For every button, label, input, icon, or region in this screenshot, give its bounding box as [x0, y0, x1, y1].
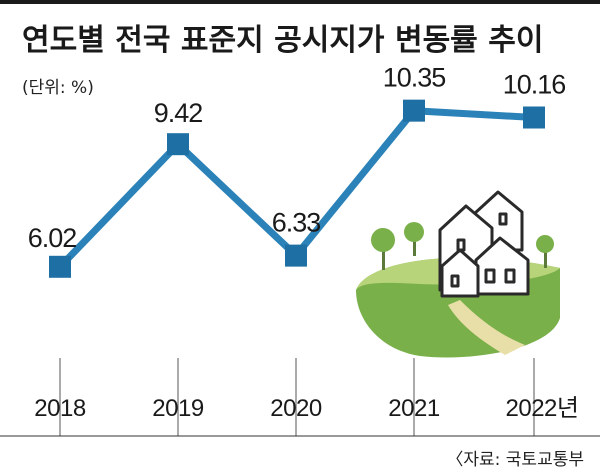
data-point-marker — [523, 106, 545, 129]
data-point-marker — [285, 244, 307, 267]
houses-icon — [438, 190, 530, 298]
unit-note: (단위: %) — [22, 78, 94, 98]
tree-icon — [536, 235, 554, 268]
x-axis-tick-labels: 2018 2019 2020 2021 2022년 — [34, 395, 579, 422]
data-point-marker — [49, 255, 71, 278]
data-label: 6.33 — [272, 208, 321, 238]
x-tick-label: 2019 — [152, 395, 204, 422]
data-label: 10.16 — [503, 70, 566, 100]
village-illustration — [356, 190, 560, 358]
top-rule — [0, 0, 600, 4]
data-point-marker — [403, 99, 425, 122]
x-tick-label: 2020 — [270, 395, 322, 422]
data-label: 9.42 — [154, 98, 203, 128]
x-tick-label: 2018 — [34, 395, 86, 422]
x-tick-label: 2022년 — [506, 395, 579, 422]
x-guides — [59, 358, 535, 436]
data-label: 10.35 — [383, 63, 446, 93]
x-tick-label: 2021 — [388, 395, 440, 422]
chart-title: 연도별 전국 표준지 공시지가 변동률 추이 — [22, 23, 543, 58]
tree-icon — [371, 228, 395, 270]
data-label: 6.02 — [28, 223, 77, 253]
data-markers — [49, 99, 545, 278]
data-point-marker — [167, 133, 189, 156]
source-note: 〈자료: 국토교통부 — [446, 450, 584, 470]
data-labels: 6.02 9.42 6.33 10.35 10.16 — [28, 63, 567, 253]
tree-icon — [404, 222, 424, 256]
